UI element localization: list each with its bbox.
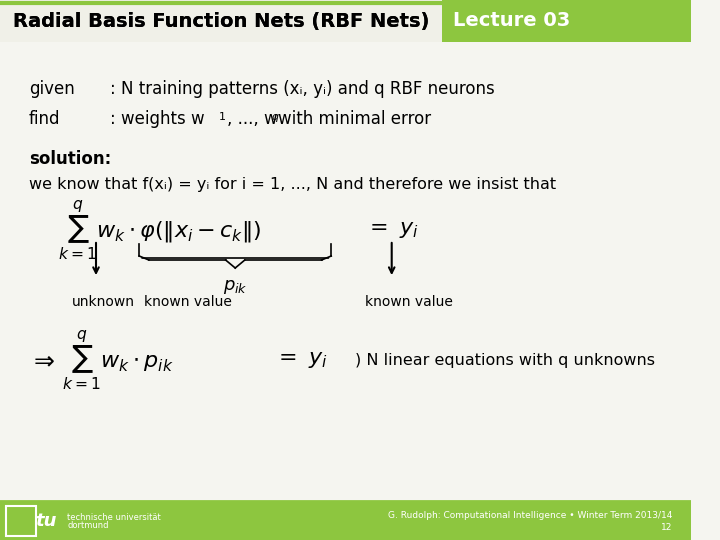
Text: : weights w: : weights w (110, 110, 205, 128)
Text: Radial Basis Function Nets (RBF Nets): Radial Basis Function Nets (RBF Nets) (14, 11, 430, 30)
Text: technische universität: technische universität (67, 512, 161, 522)
Text: dortmund: dortmund (67, 522, 109, 530)
FancyBboxPatch shape (0, 0, 691, 42)
Text: , ..., w: , ..., w (227, 110, 277, 128)
Text: $p_{ik}$: $p_{ik}$ (223, 278, 248, 296)
Text: q: q (271, 112, 279, 122)
Text: given: given (29, 80, 75, 98)
Text: ) N linear equations with q unknowns: ) N linear equations with q unknowns (355, 353, 655, 368)
Text: we know that f(xᵢ) = yᵢ for i = 1, ..., N and therefore we insist that: we know that f(xᵢ) = yᵢ for i = 1, ..., … (29, 177, 556, 192)
Text: 1: 1 (219, 112, 226, 122)
Text: $\sum_{k=1}^{q} w_k \cdot p_{ik}$: $\sum_{k=1}^{q} w_k \cdot p_{ik}$ (63, 328, 174, 392)
Text: $\sum_{k=1}^{q} w_k \cdot \varphi(\|x_i - c_k\|)$: $\sum_{k=1}^{q} w_k \cdot \varphi(\|x_i … (58, 198, 261, 262)
Text: known value: known value (144, 295, 232, 309)
Text: unknown: unknown (72, 295, 135, 309)
Text: Radial Basis Function Nets (RBF Nets): Radial Basis Function Nets (RBF Nets) (14, 11, 430, 30)
FancyBboxPatch shape (0, 0, 441, 42)
FancyBboxPatch shape (441, 0, 691, 42)
FancyBboxPatch shape (0, 502, 691, 540)
Text: solution:: solution: (29, 150, 111, 168)
Text: $= \ y_i$: $= \ y_i$ (365, 220, 419, 240)
Text: 12: 12 (661, 523, 672, 531)
Text: $= \ y_i$: $= \ y_i$ (274, 350, 328, 370)
Text: $\Rightarrow$: $\Rightarrow$ (29, 348, 55, 372)
Text: : N training patterns (xᵢ, yᵢ) and q RBF neurons: : N training patterns (xᵢ, yᵢ) and q RBF… (110, 80, 495, 98)
Text: with minimal error: with minimal error (279, 110, 431, 128)
Text: tu: tu (35, 512, 57, 530)
Text: find: find (29, 110, 60, 128)
Text: known value: known value (365, 295, 453, 309)
Text: Lecture 03: Lecture 03 (453, 11, 570, 30)
Text: G. Rudolph: Computational Intelligence • Winter Term 2013/14: G. Rudolph: Computational Intelligence •… (387, 511, 672, 521)
